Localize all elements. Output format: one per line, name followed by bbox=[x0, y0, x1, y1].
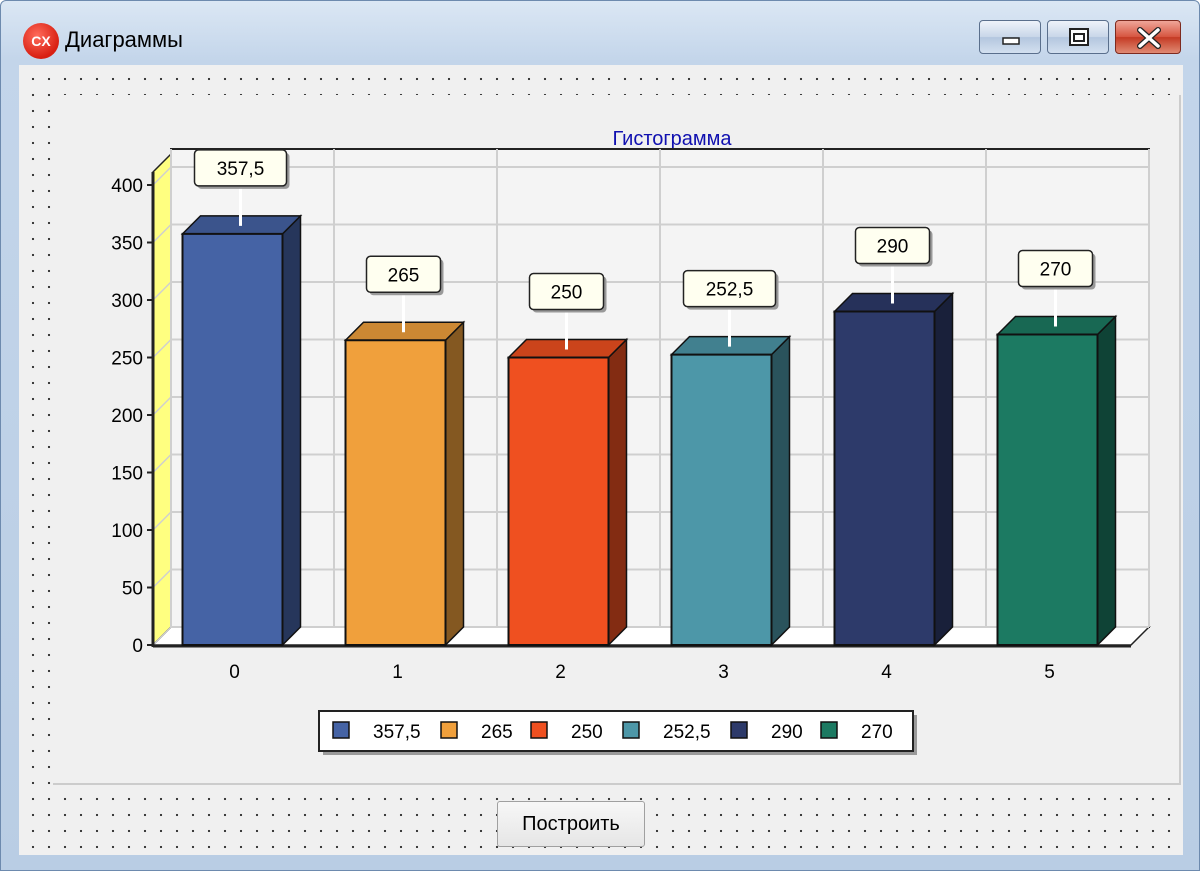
grid-line-side bbox=[152, 338, 172, 359]
bar bbox=[669, 334, 792, 647]
data-label-box bbox=[1017, 249, 1094, 288]
bar-side-face bbox=[933, 291, 954, 647]
chart-title: Гистограмма bbox=[612, 128, 732, 150]
data-label-box bbox=[365, 255, 442, 293]
bar-front-face bbox=[181, 232, 284, 646]
y-tick-label: 350 bbox=[111, 234, 143, 255]
legend-label: 252,5 bbox=[663, 722, 711, 743]
data-label: 290 bbox=[877, 237, 909, 258]
bar-front-face bbox=[670, 353, 773, 646]
y-tick-label: 250 bbox=[111, 349, 143, 370]
data-label: 270 bbox=[1040, 260, 1072, 281]
legend-swatch bbox=[622, 721, 640, 739]
data-label: 265 bbox=[388, 265, 420, 286]
bar-chart: Гистограмма 0 50 100 150 200 250 300 350 400 0 357,… bbox=[111, 128, 1151, 755]
bar-front-face bbox=[507, 356, 610, 646]
y-tick-label: 300 bbox=[111, 291, 143, 312]
grid-line-side bbox=[152, 511, 172, 531]
x-tick-label: 5 bbox=[1044, 662, 1055, 683]
data-label: 252,5 bbox=[706, 280, 754, 301]
legend-swatch bbox=[332, 721, 350, 739]
minimize-icon bbox=[1002, 37, 1020, 45]
maximize-button[interactable] bbox=[1047, 20, 1109, 54]
grid-line-side bbox=[152, 281, 172, 301]
data-label-box bbox=[193, 149, 288, 187]
x-tick-label: 3 bbox=[718, 662, 729, 683]
bar bbox=[995, 314, 1118, 647]
form-client-area: Гистограмма 0 50 100 150 200 250 300 350 400 0 357,… bbox=[19, 65, 1183, 855]
legend-box bbox=[318, 710, 914, 752]
x-tick-label: 2 bbox=[555, 662, 566, 683]
bar-front-face bbox=[833, 310, 936, 646]
app-icon: CX bbox=[23, 23, 59, 59]
y-tick-label: 100 bbox=[111, 521, 143, 542]
minimize-button[interactable] bbox=[979, 20, 1041, 54]
y-tick-label: 0 bbox=[132, 636, 143, 657]
grid-line-side bbox=[152, 166, 172, 186]
bar-side-face bbox=[281, 214, 302, 647]
bar bbox=[506, 337, 629, 647]
y-tick-label: 150 bbox=[111, 464, 143, 485]
bar bbox=[343, 320, 466, 647]
bar-front-face bbox=[996, 333, 1099, 646]
restore-icon bbox=[1069, 28, 1089, 46]
x-tick-label: 0 bbox=[229, 662, 240, 683]
data-label-box bbox=[854, 226, 931, 265]
title-bar[interactable]: CX Диаграммы bbox=[1, 1, 1199, 63]
grid-line-side bbox=[152, 223, 172, 244]
legend-swatch bbox=[530, 721, 548, 739]
grid-line-side bbox=[152, 453, 172, 474]
bar-side-face bbox=[444, 320, 465, 647]
bar-side-face bbox=[770, 334, 791, 647]
grid-line-side bbox=[152, 396, 172, 416]
bar-side-face bbox=[1096, 314, 1117, 647]
grid-line-side bbox=[152, 568, 172, 589]
grid-line-side bbox=[152, 626, 172, 646]
data-label: 250 bbox=[551, 283, 583, 304]
bar-front-face bbox=[344, 339, 447, 646]
data-label-box bbox=[682, 269, 777, 308]
legend-label: 265 bbox=[481, 722, 513, 743]
chart-panel: Гистограмма 0 50 100 150 200 250 300 350 400 0 357,… bbox=[53, 95, 1181, 785]
legend-swatch bbox=[440, 721, 458, 739]
bar-side-face bbox=[607, 337, 628, 647]
bar bbox=[832, 291, 955, 647]
close-icon bbox=[1137, 27, 1161, 49]
y-tick-label: 400 bbox=[111, 176, 143, 197]
y-tick-label: 50 bbox=[122, 579, 143, 600]
bar bbox=[180, 214, 303, 647]
data-label-box bbox=[528, 272, 605, 311]
x-tick-label: 1 bbox=[392, 662, 403, 683]
y-tick-label: 200 bbox=[111, 406, 143, 427]
legend-label: 270 bbox=[861, 722, 893, 743]
legend-label: 290 bbox=[771, 722, 803, 743]
legend-swatch bbox=[730, 721, 748, 739]
legend-label: 357,5 bbox=[373, 722, 421, 743]
build-button[interactable]: Построить bbox=[497, 801, 645, 847]
window-title: Диаграммы bbox=[65, 27, 183, 52]
legend-label: 250 bbox=[571, 722, 603, 743]
legend-swatch bbox=[820, 721, 838, 739]
data-label: 357,5 bbox=[217, 159, 265, 180]
close-button[interactable] bbox=[1115, 20, 1181, 54]
x-tick-label: 4 bbox=[881, 662, 892, 683]
